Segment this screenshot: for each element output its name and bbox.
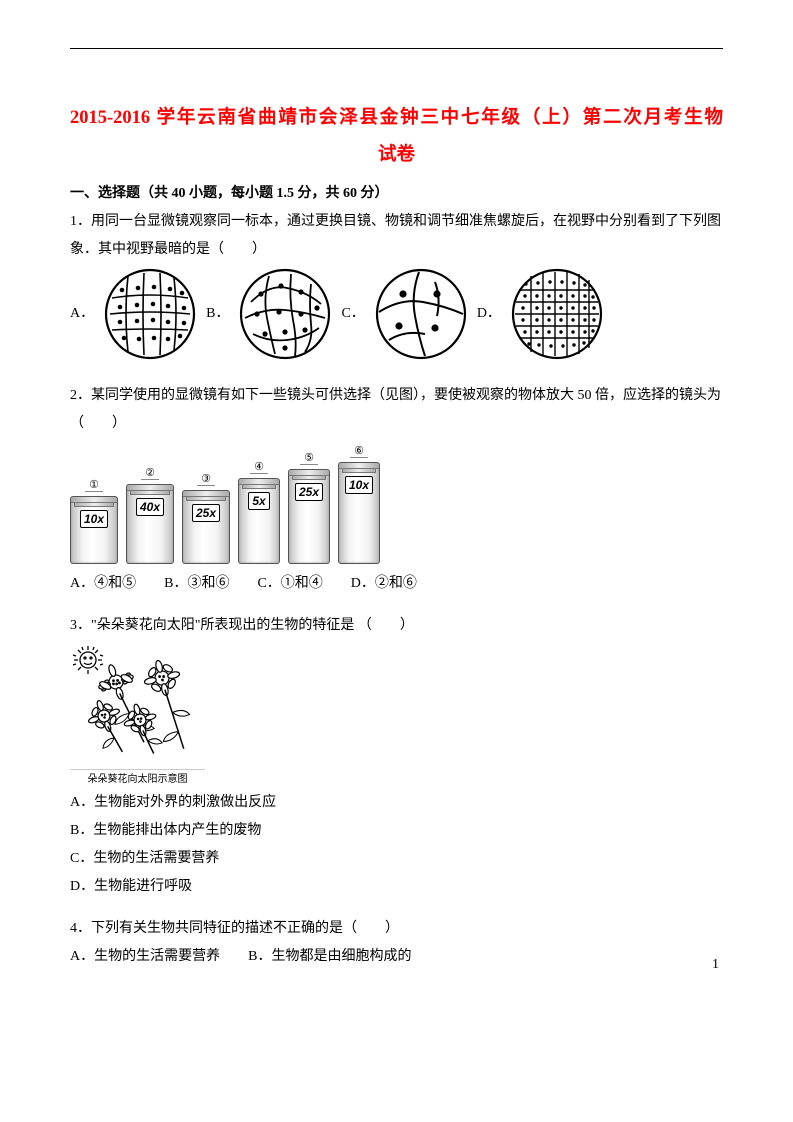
q3-opt-d: D．生物能进行呼吸 <box>70 873 723 901</box>
q3-text: 3．"朵朵葵花向太阳"所表现出的生物的特征是 （ ） <box>70 612 723 640</box>
exam-page: 2015-2016 学年云南省曲靖市会泽县金钟三中七年级（上）第二次月考生物 试… <box>0 0 793 1011</box>
q1-figure-row: A． B． <box>70 268 723 360</box>
spacer <box>70 901 723 915</box>
q1-option-d-icon <box>511 268 603 360</box>
q3-opt-c: C．生物的生活需要营养 <box>70 845 723 873</box>
lens-4-label: 5x <box>248 492 269 510</box>
lens-2-body: 40x <box>126 484 174 564</box>
q3-opt-a: A．生物能对外界的刺激做出反应 <box>70 789 723 817</box>
lens-6-body: 10x <box>338 462 380 564</box>
exam-title-line1: 2015-2016 学年云南省曲靖市会泽县金钟三中七年级（上）第二次月考生物 <box>70 100 723 137</box>
lens-5-body: 25x <box>288 469 330 564</box>
lens-2-num: ② <box>141 466 159 480</box>
lens-4-num: ④ <box>250 460 268 474</box>
lens-3-num: ③ <box>197 472 215 486</box>
lens-1-body: 10x <box>70 496 118 564</box>
q3-figure: 朵朵葵花向太阳示意图 <box>70 644 205 785</box>
q2-lenses-figure: ① 10x ② 40x ③ 25x ④ 5x <box>70 444 723 564</box>
q1-option-b-icon <box>239 268 331 360</box>
q2-options: A．④和⑤ B．③和⑥ C．①和④ D．②和⑥ <box>70 570 723 598</box>
lens-2-label: 40x <box>136 498 164 516</box>
lens-4-body: 5x <box>238 478 280 564</box>
q1-label-c: C． <box>341 300 364 328</box>
lens-1-num: ① <box>85 478 103 492</box>
lens-4: ④ 5x <box>238 460 280 564</box>
lens-1: ① 10x <box>70 478 118 564</box>
lens-5-num: ⑤ <box>300 451 318 465</box>
lens-3: ③ 25x <box>182 472 230 564</box>
top-rule <box>70 48 723 49</box>
lens-5-label: 25x <box>295 483 323 501</box>
q1-label-a: A． <box>70 300 94 328</box>
exam-title-line2: 试卷 <box>70 137 723 174</box>
section-1-heading: 一、选择题（共 40 小题，每小题 1.5 分，共 60 分） <box>70 180 723 208</box>
q2-text: 2．某同学使用的显微镜有如下一些镜头可供选择（见图），要使被观察的物体放大 50… <box>70 382 723 438</box>
q3-opt-b: B．生物能排出体内产生的废物 <box>70 817 723 845</box>
q1-label-d: D． <box>477 300 501 328</box>
sunflowers-icon <box>70 644 205 764</box>
page-number: 1 <box>712 957 719 973</box>
lens-2: ② 40x <box>126 466 174 564</box>
spacer <box>70 368 723 382</box>
q4-text: 4．下列有关生物共同特征的描述不正确的是（ ） <box>70 915 723 943</box>
lens-3-label: 25x <box>192 504 220 522</box>
lens-6-num: ⑥ <box>350 444 368 458</box>
q1-label-b: B． <box>206 300 229 328</box>
q4-options: A．生物的生活需要营养 B．生物都是由细胞构成的 <box>70 943 723 971</box>
lens-6-label: 10x <box>345 476 373 494</box>
q3-caption: 朵朵葵花向太阳示意图 <box>70 769 205 785</box>
q1-text: 1．用同一台显微镜观察同一标本，通过更换目镜、物镜和调节细准焦螺旋后，在视野中分… <box>70 208 723 264</box>
q1-option-c-icon <box>375 268 467 360</box>
lens-6: ⑥ 10x <box>338 444 380 564</box>
lens-3-body: 25x <box>182 490 230 564</box>
lens-5: ⑤ 25x <box>288 451 330 564</box>
spacer <box>70 598 723 612</box>
q1-option-a-icon <box>104 268 196 360</box>
lens-1-label: 10x <box>80 510 108 528</box>
